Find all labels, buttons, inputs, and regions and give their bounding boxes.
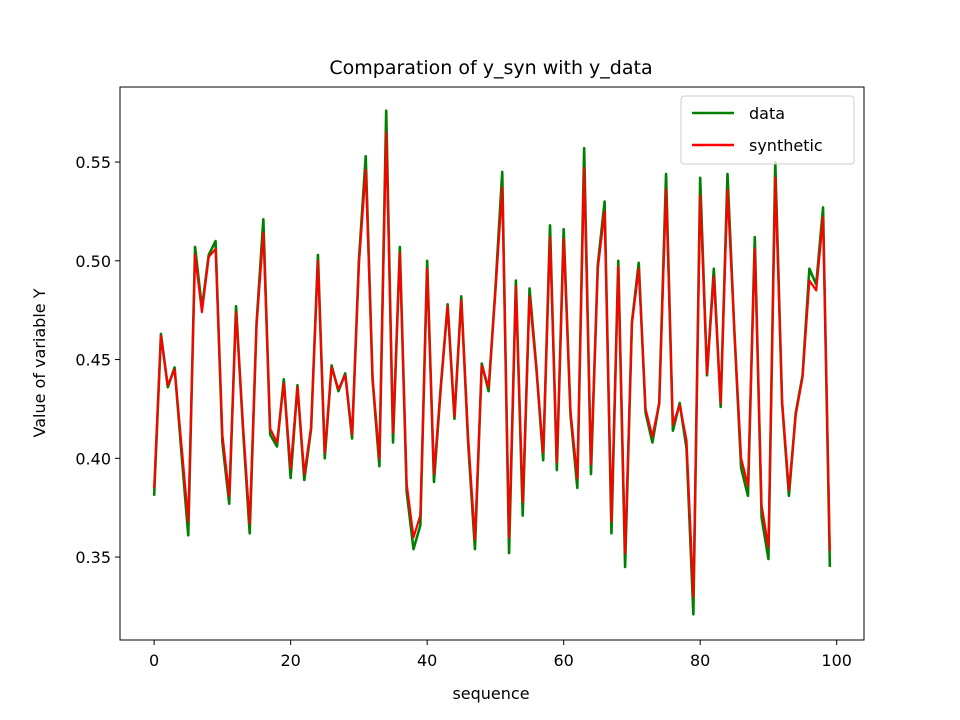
y-tick-label: 0.55 bbox=[75, 153, 111, 172]
y-tick-label: 0.45 bbox=[75, 351, 111, 370]
legend: data synthetic bbox=[680, 95, 855, 165]
x-tick-label: 20 bbox=[280, 651, 300, 670]
series-layer bbox=[152, 109, 832, 616]
y-tick-label: 0.40 bbox=[75, 449, 111, 468]
y-axis-label: Value of variable Y bbox=[30, 288, 49, 437]
x-tick-label: 0 bbox=[149, 651, 159, 670]
x-axis: 0 20 40 60 80 100 bbox=[149, 640, 852, 670]
x-tick-label: 80 bbox=[690, 651, 710, 670]
x-axis-label: sequence bbox=[452, 684, 529, 703]
y-axis: 0.35 0.40 0.45 0.50 0.55 bbox=[75, 153, 120, 567]
x-tick-label: 60 bbox=[553, 651, 573, 670]
y-tick-label: 0.50 bbox=[75, 252, 111, 271]
x-tick-label: 40 bbox=[417, 651, 437, 670]
x-tick-label: 100 bbox=[821, 651, 852, 670]
series-line-synthetic bbox=[153, 131, 831, 598]
legend-label-data: data bbox=[749, 104, 785, 123]
axes-frame bbox=[119, 86, 865, 641]
legend-label-synthetic: synthetic bbox=[749, 136, 823, 155]
y-tick-label: 0.35 bbox=[75, 548, 111, 567]
chart-title: Comparation of y_syn with y_data bbox=[329, 57, 652, 79]
